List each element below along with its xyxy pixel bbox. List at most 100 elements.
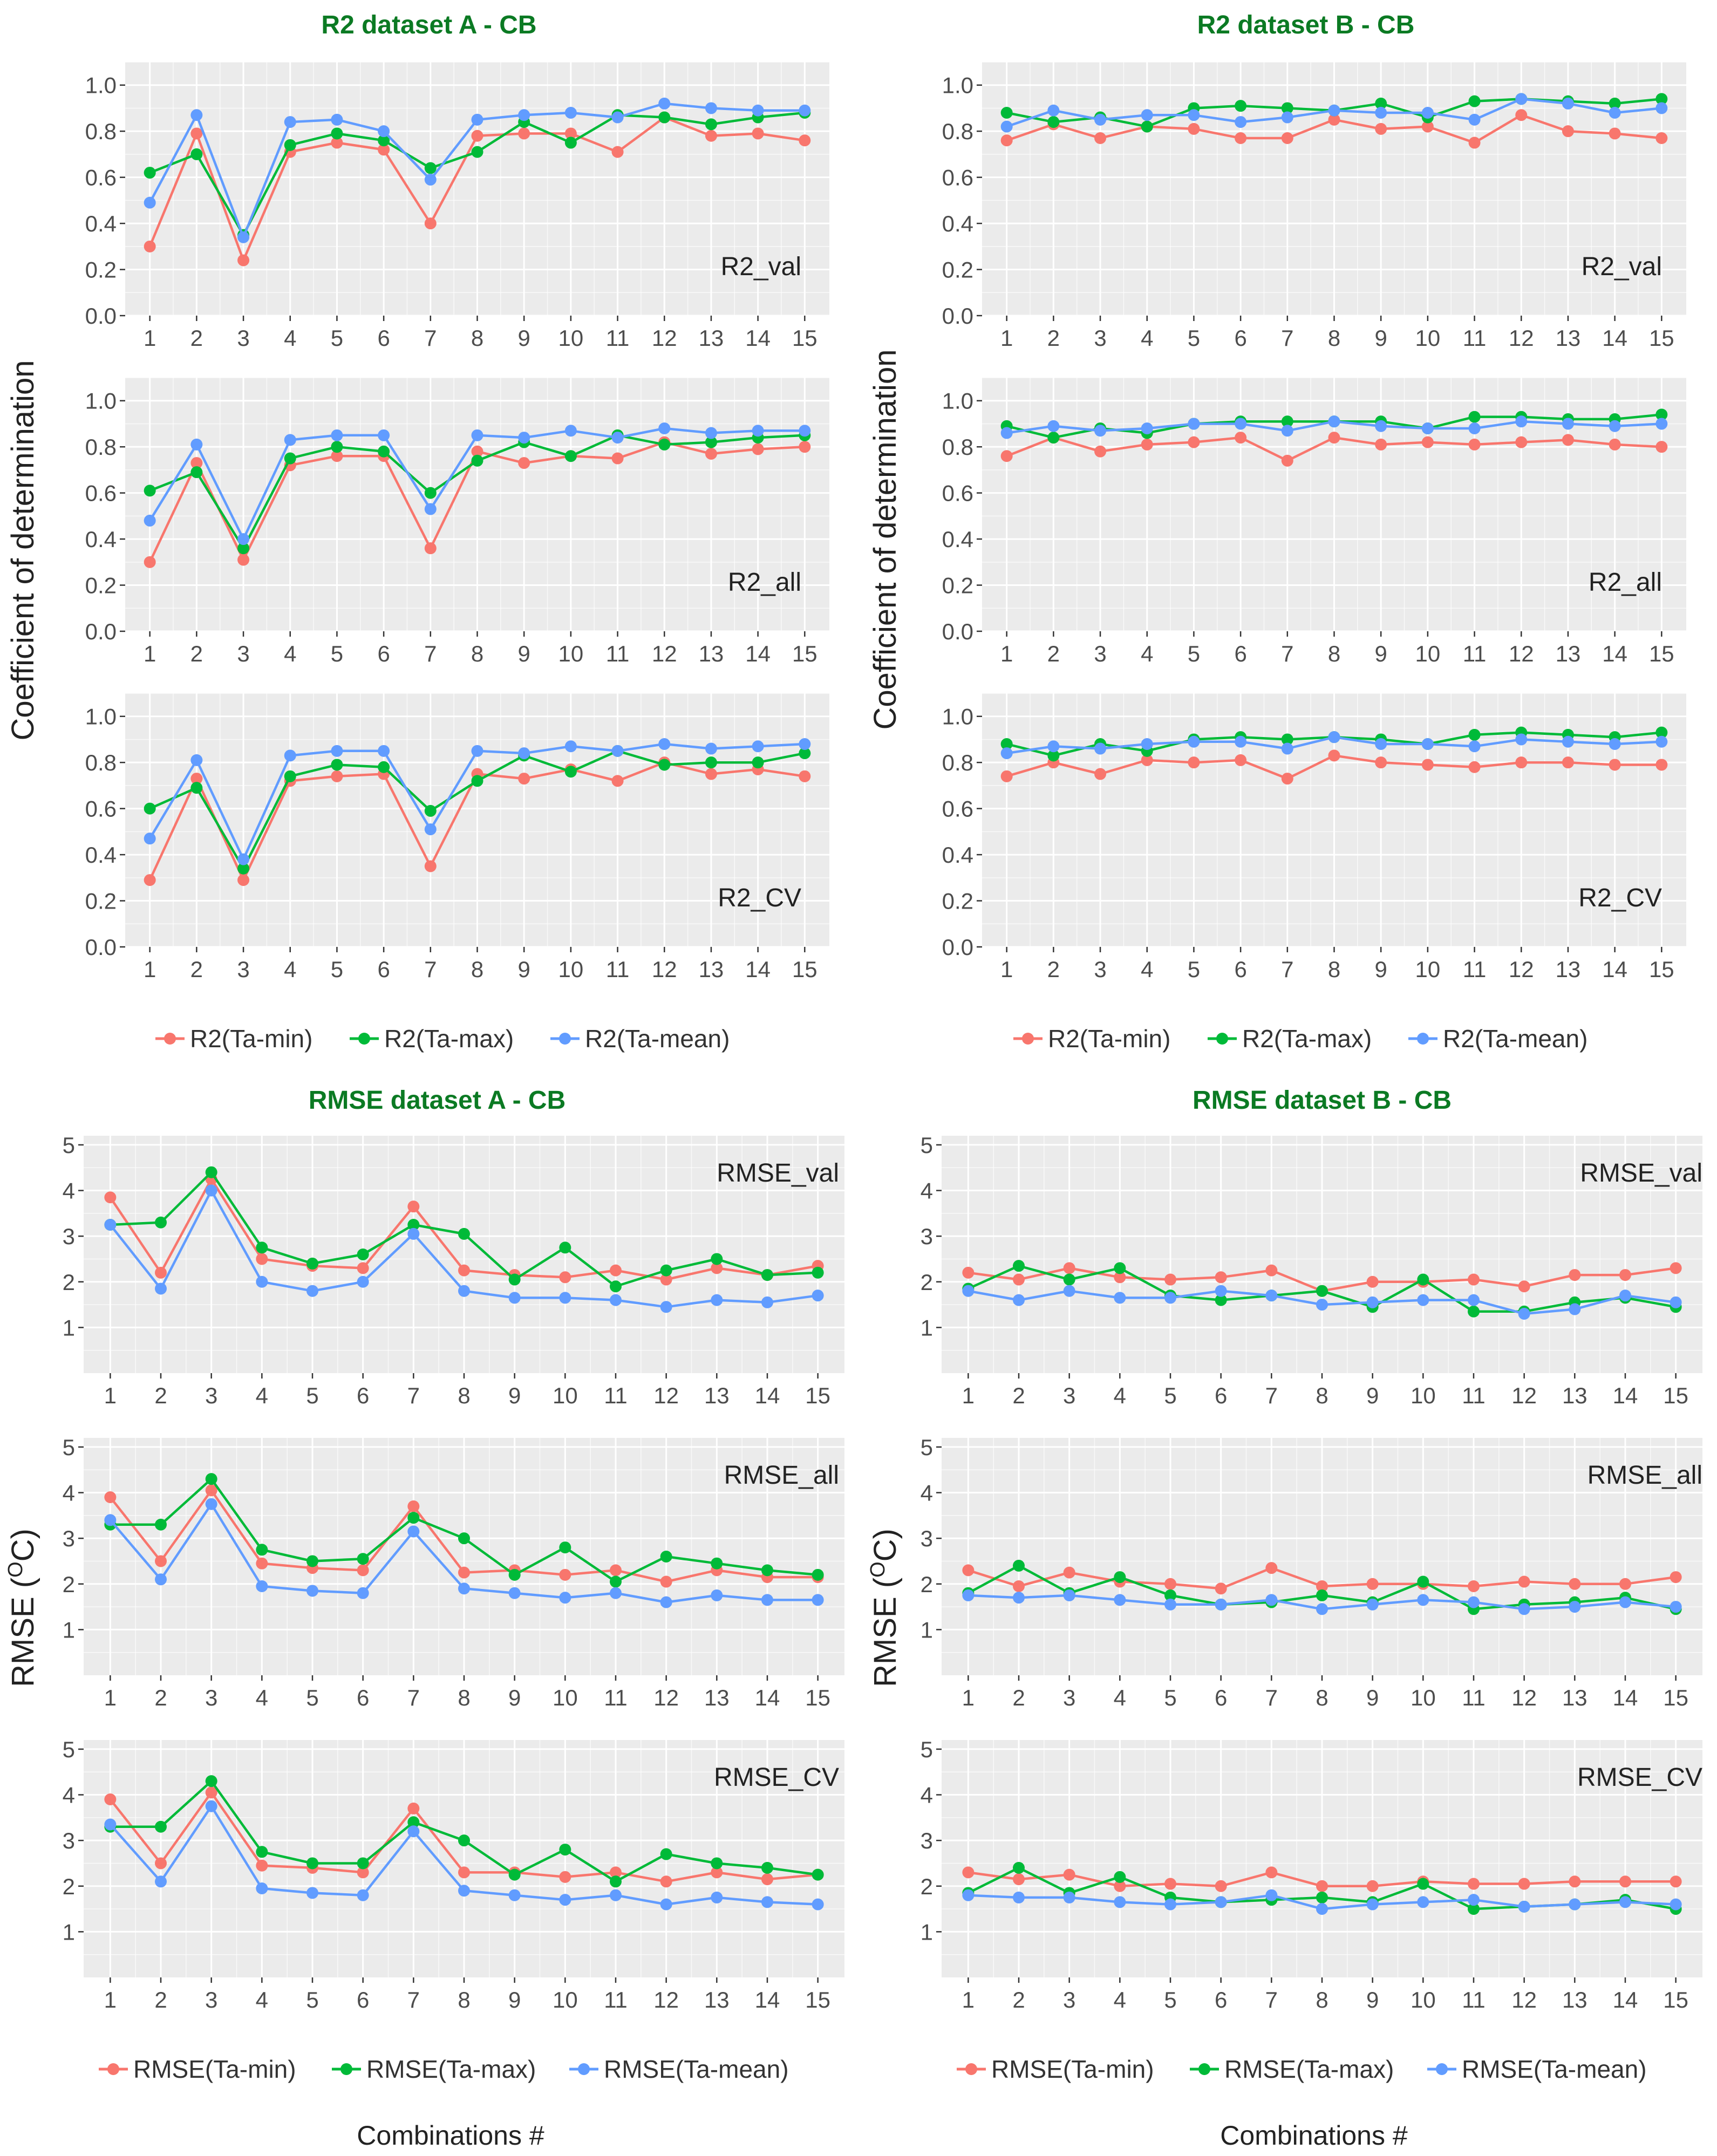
data-point-min xyxy=(1655,759,1668,771)
data-point-max xyxy=(458,1227,470,1240)
x-tick-label: 4 xyxy=(1141,641,1153,666)
data-point-max xyxy=(1281,102,1293,114)
data-point-mean xyxy=(1562,418,1574,430)
y-tick-label: 1 xyxy=(921,1919,933,1945)
x-tick-label: 8 xyxy=(1328,641,1340,666)
data-point-min xyxy=(104,1793,117,1805)
data-point-max xyxy=(1417,1273,1429,1286)
data-point-min xyxy=(1366,1880,1379,1892)
x-tick-label: 7 xyxy=(1265,1685,1278,1710)
data-point-min xyxy=(1265,1866,1278,1879)
data-point-mean xyxy=(658,97,671,110)
data-point-max xyxy=(1114,1571,1126,1584)
y-tick-label: 5 xyxy=(921,1737,933,1762)
x-tick-label: 11 xyxy=(604,1383,628,1408)
legend-swatch-min-dot xyxy=(965,2063,977,2075)
data-point-min xyxy=(1562,434,1574,446)
data-point-max xyxy=(144,485,156,497)
x-tick-label: 10 xyxy=(1415,957,1441,982)
data-point-min xyxy=(155,1555,167,1567)
data-point-mean xyxy=(1063,1285,1075,1297)
data-point-mean xyxy=(284,749,296,762)
data-point-min xyxy=(1281,132,1293,144)
data-point-mean xyxy=(1063,1589,1075,1601)
data-point-max xyxy=(1417,1878,1429,1890)
data-point-mean xyxy=(962,1589,975,1601)
y-tick-label: 1.0 xyxy=(942,388,973,414)
legend-r2-b: R2(Ta-min) R2(Ta-max) R2(Ta-mean) xyxy=(1013,1025,1587,1053)
legend-label-min: RMSE(Ta-min) xyxy=(991,2055,1154,2083)
data-point-mean xyxy=(407,1525,420,1538)
rmse-label-prefix: RMSE ( xyxy=(868,1578,903,1687)
data-point-mean xyxy=(799,425,811,437)
y-tick-label: 0.8 xyxy=(85,750,117,775)
x-tick-label: 2 xyxy=(1047,957,1060,982)
data-point-min xyxy=(1569,1875,1581,1888)
x-tick-label: 6 xyxy=(377,957,390,982)
data-point-mean xyxy=(1047,740,1060,753)
x-tick-label: 8 xyxy=(458,1685,470,1710)
x-tick-label: 10 xyxy=(1415,325,1441,351)
x-tick-label: 3 xyxy=(237,641,249,666)
data-point-max xyxy=(155,1820,167,1833)
data-point-max xyxy=(284,452,296,465)
data-point-min xyxy=(407,1200,420,1213)
data-point-max xyxy=(658,438,671,451)
data-point-mean xyxy=(1094,742,1107,755)
x-tick-label: 13 xyxy=(704,1987,730,2012)
x-tick-label: 4 xyxy=(1114,1685,1126,1710)
data-point-min xyxy=(458,1866,470,1879)
y-tick-label: 1.0 xyxy=(85,388,117,414)
data-point-mean xyxy=(1366,1598,1379,1611)
data-point-min xyxy=(1515,756,1528,769)
legend-label-min: R2(Ta-min) xyxy=(1048,1025,1170,1053)
data-point-max xyxy=(1013,1260,1025,1272)
data-point-max xyxy=(660,1551,672,1563)
panel-label: R2_all xyxy=(728,568,801,597)
data-point-max xyxy=(711,1857,723,1870)
data-point-max xyxy=(1215,1294,1227,1306)
y-tick-label: 0.4 xyxy=(85,842,117,868)
x-tick-label: 4 xyxy=(1141,957,1153,982)
x-tick-label: 11 xyxy=(1463,957,1487,982)
data-point-max xyxy=(761,1269,773,1281)
rmse-label-degree: O xyxy=(867,1561,889,1578)
data-point-mean xyxy=(471,745,483,757)
x-tick-label: 13 xyxy=(699,957,724,982)
data-point-mean xyxy=(1265,1594,1278,1606)
data-point-mean xyxy=(1468,422,1481,434)
y-tick-label: 5 xyxy=(921,1132,933,1158)
data-point-min xyxy=(424,860,437,872)
panel-label: R2_CV xyxy=(718,884,801,912)
data-point-mean xyxy=(1235,418,1247,430)
x-tick-label: 12 xyxy=(1509,957,1534,982)
legend-swatch-min-dot xyxy=(107,2063,119,2075)
y-tick-label: 0.4 xyxy=(942,527,973,552)
x-tick-label: 8 xyxy=(471,641,483,666)
data-point-min xyxy=(144,556,156,568)
data-point-max xyxy=(378,445,390,458)
data-point-min xyxy=(1366,1275,1379,1288)
data-point-min xyxy=(1215,1271,1227,1284)
x-tick-label: 6 xyxy=(1234,957,1246,982)
data-point-max xyxy=(1609,97,1621,110)
data-point-mean xyxy=(378,429,390,441)
legend-swatch-max-dot xyxy=(358,1033,370,1045)
data-point-mean xyxy=(1164,1292,1177,1304)
data-point-max xyxy=(1047,432,1060,444)
data-point-mean xyxy=(1421,422,1434,434)
data-point-min xyxy=(1655,441,1668,453)
legend-swatch-max-dot xyxy=(1216,1033,1228,1045)
data-point-mean xyxy=(1265,1889,1278,1901)
x-tick-label: 7 xyxy=(1265,1383,1278,1408)
data-point-mean xyxy=(812,1594,824,1606)
x-tick-label: 2 xyxy=(154,1987,167,2012)
data-point-max xyxy=(357,1553,369,1565)
y-tick-label: 2 xyxy=(63,1270,75,1295)
panel-r2-a-cv: 0.00.20.40.60.81.01 2 3 4 5 6 7 8 9 10 11 12 13 14 15R… xyxy=(85,693,829,982)
data-point-mean xyxy=(237,533,250,545)
data-point-mean xyxy=(1518,1900,1530,1913)
data-point-mean xyxy=(508,1292,521,1304)
data-point-mean xyxy=(1467,1894,1480,1906)
